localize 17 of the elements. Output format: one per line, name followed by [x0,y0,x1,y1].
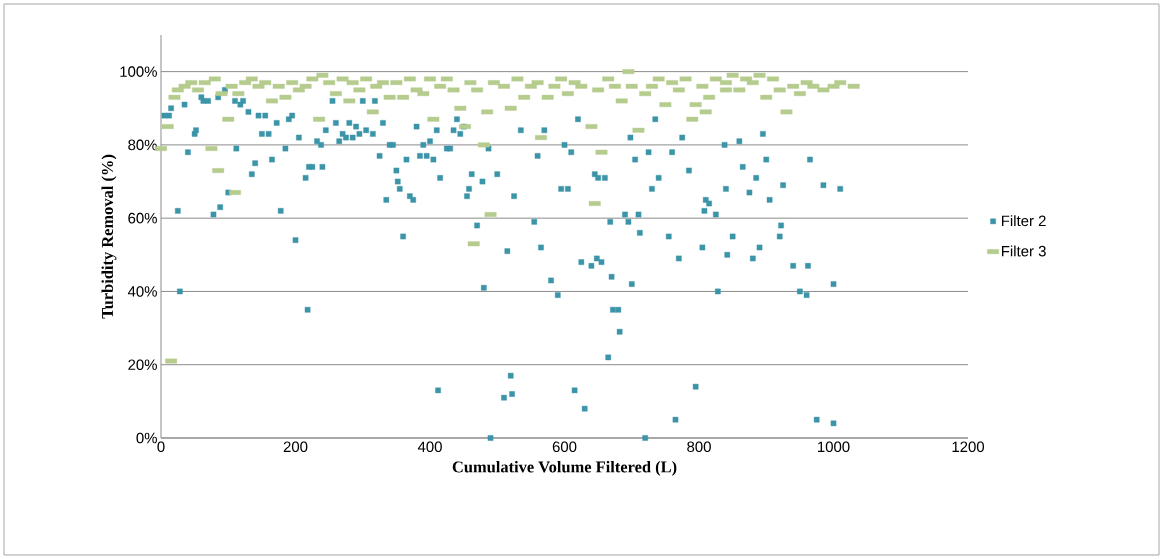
legend-label: Filter 2 [1001,215,1046,227]
y-axis-title: Turbidity Removal (%) [101,154,117,319]
y-tick-label: 80% [128,139,157,151]
y-tick-label: 20% [128,359,157,370]
x-tick-label: 800 [687,441,711,453]
x-tick-label: 600 [552,441,577,453]
y-tick-label: 0% [136,432,157,444]
x-tick-label: 1200 [952,441,985,453]
y-tick-label: 60% [128,212,157,224]
y-tick-label: 100% [120,66,157,77]
x-axis-title: Cumulative Volume Filtered (L) [452,460,677,476]
x-tick-label: 400 [417,441,442,453]
x-tick-label: 1000 [818,441,850,453]
legend-label: Filter 3 [1001,245,1046,257]
x-tick-label: 200 [283,441,308,453]
y-tick-label: 40% [127,286,157,297]
x-tick-label: 0 [157,441,165,453]
